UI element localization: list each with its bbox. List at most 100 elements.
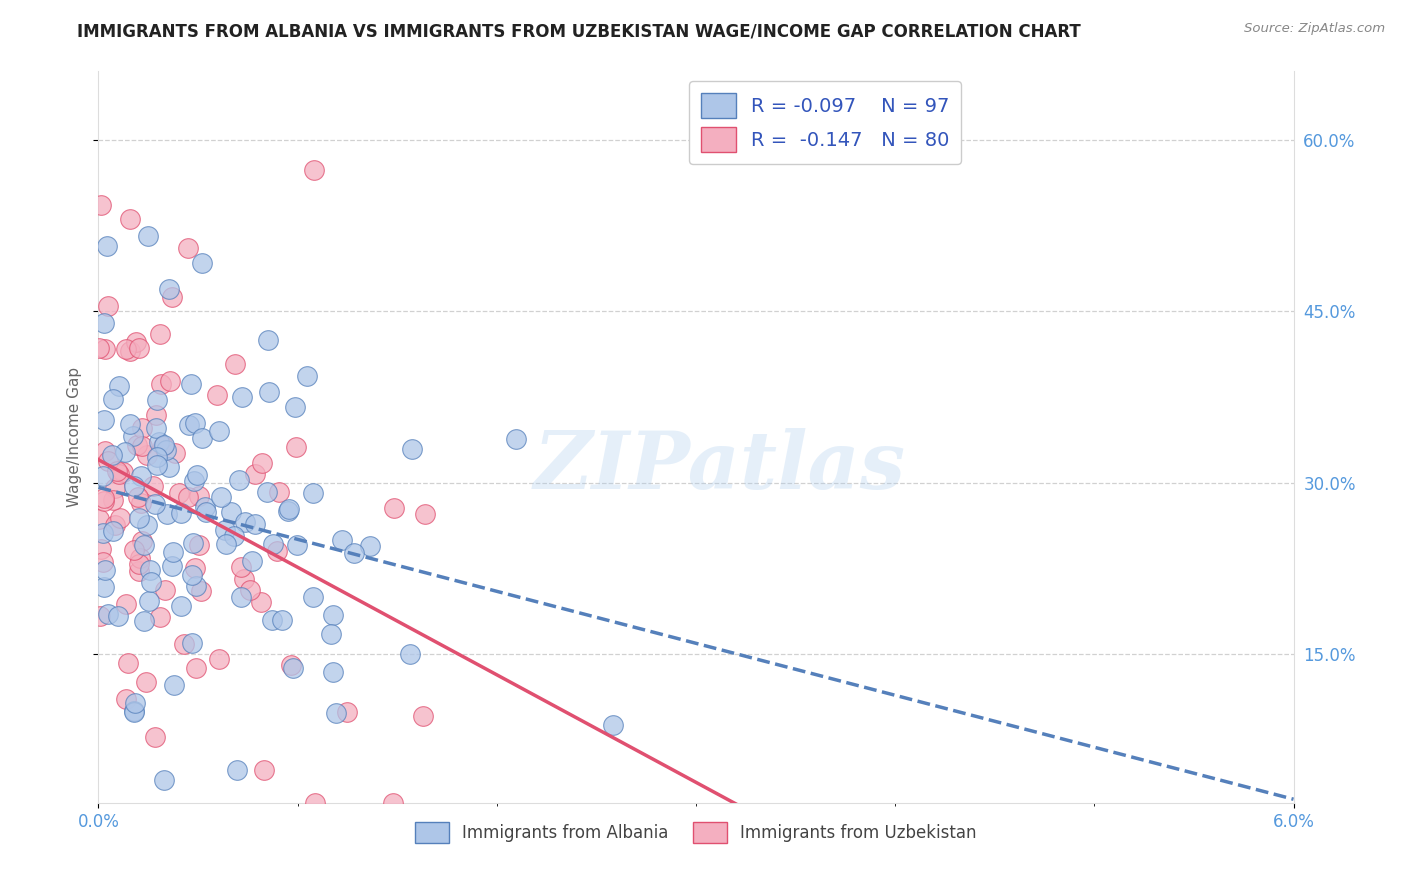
- Point: [209, 490, 232, 504]
- Point: [173, 636, 195, 650]
- Point: [208, 652, 231, 666]
- Point: [359, 540, 381, 554]
- Point: [250, 456, 273, 470]
- Point: [138, 563, 160, 577]
- Point: [295, 368, 318, 383]
- Point: [120, 211, 142, 226]
- Point: [181, 536, 204, 550]
- Point: [90, 197, 112, 211]
- Point: [302, 591, 325, 605]
- Point: [412, 709, 434, 723]
- Point: [191, 256, 214, 270]
- Point: [89, 341, 111, 355]
- Point: [128, 341, 150, 355]
- Point: [184, 560, 207, 574]
- Point: [267, 484, 290, 499]
- Point: [91, 525, 114, 540]
- Text: Source: ZipAtlas.com: Source: ZipAtlas.com: [1244, 22, 1385, 36]
- Point: [156, 507, 179, 521]
- Point: [139, 574, 162, 589]
- Point: [169, 486, 191, 500]
- Point: [177, 241, 200, 255]
- Point: [94, 342, 117, 356]
- Text: ZIPatlas: ZIPatlas: [534, 427, 905, 505]
- Point: [132, 614, 155, 628]
- Point: [336, 705, 359, 719]
- Point: [107, 608, 129, 623]
- Legend: Immigrants from Albania, Immigrants from Uzbekistan: Immigrants from Albania, Immigrants from…: [409, 815, 983, 849]
- Point: [97, 454, 120, 468]
- Point: [382, 500, 405, 515]
- Point: [183, 474, 205, 488]
- Point: [114, 444, 136, 458]
- Point: [87, 512, 110, 526]
- Point: [260, 613, 283, 627]
- Point: [205, 388, 228, 402]
- Point: [142, 479, 165, 493]
- Point: [131, 421, 153, 435]
- Point: [146, 450, 169, 465]
- Point: [107, 379, 129, 393]
- Point: [231, 591, 253, 605]
- Point: [190, 583, 212, 598]
- Point: [143, 497, 166, 511]
- Point: [157, 282, 180, 296]
- Point: [343, 546, 366, 560]
- Point: [118, 343, 141, 358]
- Point: [93, 493, 115, 508]
- Point: [101, 449, 124, 463]
- Point: [145, 409, 167, 423]
- Point: [170, 599, 193, 613]
- Point: [271, 613, 294, 627]
- Point: [399, 647, 422, 661]
- Text: IMMIGRANTS FROM ALBANIA VS IMMIGRANTS FROM UZBEKISTAN WAGE/INCOME GAP CORRELATIO: IMMIGRANTS FROM ALBANIA VS IMMIGRANTS FR…: [77, 22, 1081, 40]
- Point: [256, 485, 278, 500]
- Point: [124, 696, 146, 710]
- Point: [136, 448, 159, 462]
- Point: [111, 465, 134, 479]
- Point: [224, 357, 246, 371]
- Point: [132, 538, 155, 552]
- Point: [160, 559, 183, 574]
- Point: [321, 627, 343, 641]
- Point: [257, 385, 280, 400]
- Point: [143, 731, 166, 745]
- Point: [93, 413, 115, 427]
- Point: [101, 392, 124, 406]
- Point: [149, 609, 172, 624]
- Point: [602, 717, 624, 731]
- Point: [302, 162, 325, 177]
- Point: [262, 537, 284, 551]
- Point: [103, 493, 125, 508]
- Point: [162, 544, 184, 558]
- Y-axis label: Wage/Income Gap: Wage/Income Gap: [67, 367, 83, 508]
- Point: [208, 424, 231, 438]
- Point: [117, 657, 139, 671]
- Point: [91, 468, 114, 483]
- Point: [125, 334, 148, 349]
- Point: [177, 490, 200, 504]
- Point: [124, 542, 146, 557]
- Point: [325, 706, 347, 720]
- Point: [93, 580, 115, 594]
- Point: [233, 515, 256, 529]
- Point: [277, 504, 299, 518]
- Point: [94, 563, 117, 577]
- Point: [149, 377, 172, 392]
- Point: [181, 636, 204, 650]
- Point: [215, 537, 238, 551]
- Point: [226, 763, 249, 777]
- Point: [177, 418, 200, 433]
- Point: [93, 555, 115, 569]
- Point: [245, 467, 267, 481]
- Point: [146, 458, 169, 472]
- Point: [128, 557, 150, 571]
- Point: [186, 467, 208, 482]
- Point: [184, 579, 207, 593]
- Point: [128, 564, 150, 578]
- Point: [214, 523, 236, 537]
- Point: [127, 490, 149, 504]
- Point: [256, 333, 278, 347]
- Point: [101, 524, 124, 538]
- Point: [153, 583, 176, 598]
